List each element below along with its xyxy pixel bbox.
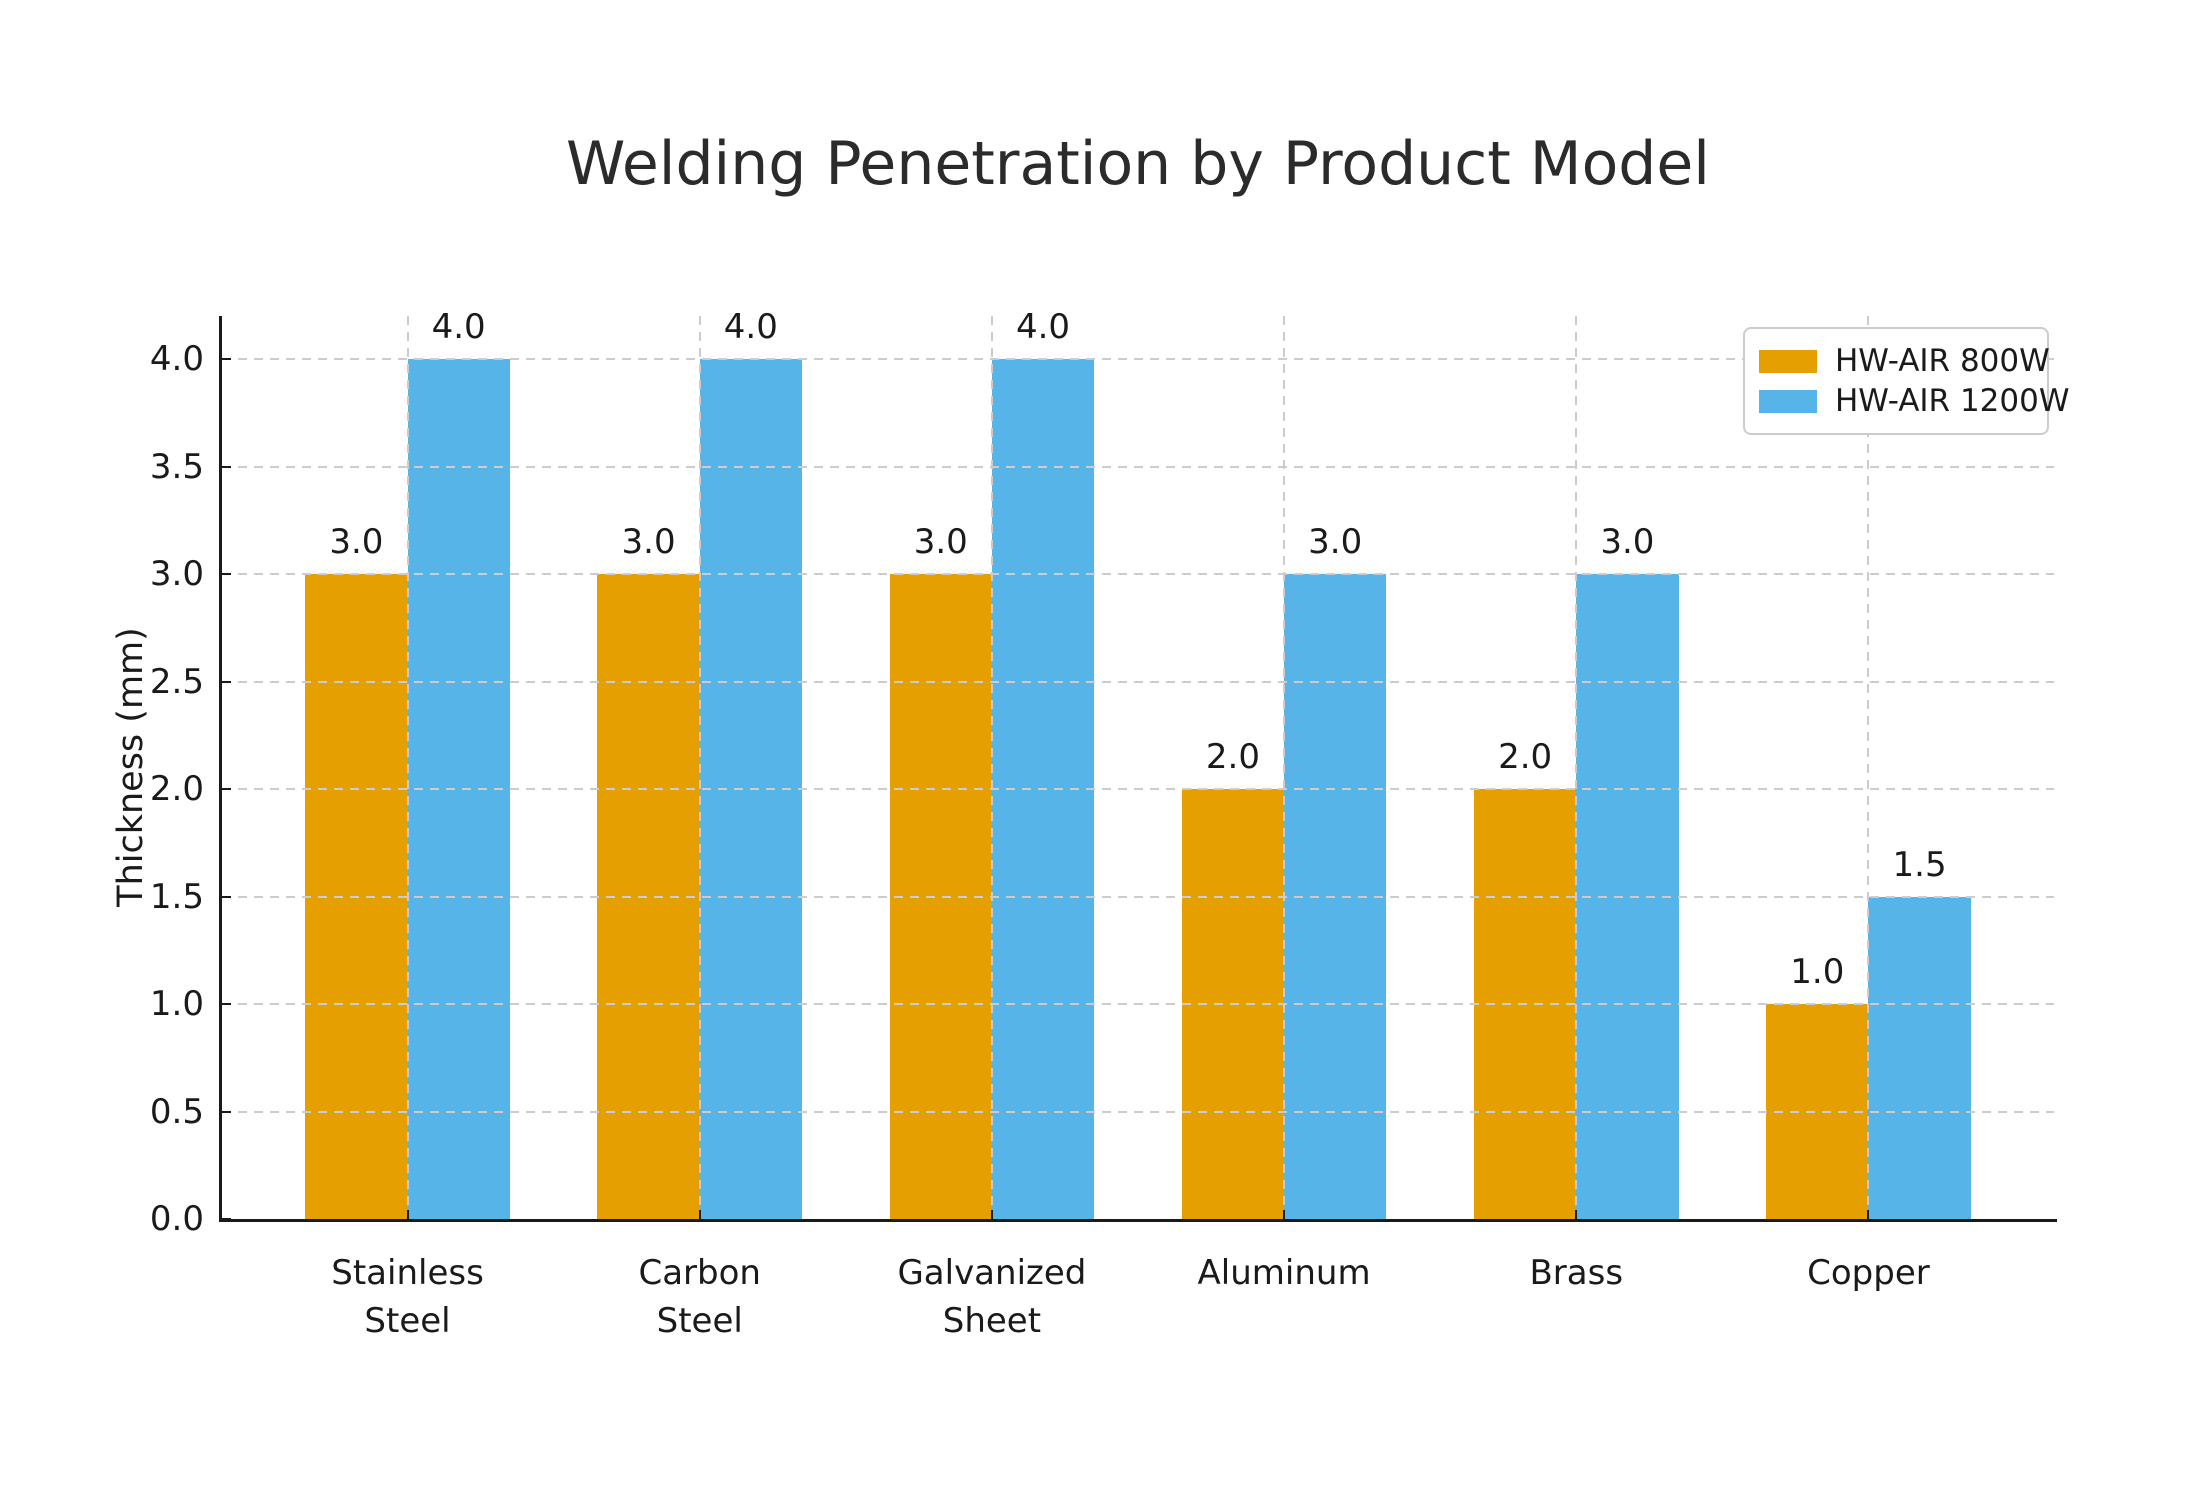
bar-value-label: 4.0 bbox=[1015, 307, 1071, 347]
x-tick-label: Brass bbox=[1529, 1253, 1624, 1293]
y-tick-mark bbox=[222, 895, 231, 898]
y-tick-mark bbox=[222, 1218, 231, 1220]
bar-value-label: 4.0 bbox=[723, 307, 778, 347]
y-gridline bbox=[222, 1003, 2054, 1005]
x-tick-label: Stainless Steel bbox=[331, 1253, 484, 1341]
bar-value-label: 1.0 bbox=[1790, 952, 1845, 992]
y-axis-spine bbox=[219, 316, 222, 1222]
x-gridline bbox=[1283, 316, 1286, 1219]
y-tick-mark bbox=[222, 358, 231, 360]
legend-swatch-series-2 bbox=[1759, 389, 1817, 413]
x-gridline bbox=[698, 316, 701, 1219]
x-gridline bbox=[990, 316, 993, 1219]
x-tick-label: Copper bbox=[1807, 1253, 1930, 1293]
y-tick-label: 4.0 bbox=[149, 339, 204, 379]
y-tick-label: 0.5 bbox=[149, 1091, 204, 1132]
y-tick-label: 3.0 bbox=[149, 554, 204, 594]
x-gridline bbox=[1867, 316, 1870, 1219]
x-axis-spine bbox=[219, 1219, 2057, 1222]
x-tick-label: Carbon Steel bbox=[638, 1253, 761, 1341]
bar-value-label: 3.0 bbox=[621, 522, 676, 562]
x-tick-label: Aluminum bbox=[1197, 1253, 1371, 1293]
legend-label-series-2: HW-AIR 1200W bbox=[1835, 383, 2070, 419]
x-tick-mark bbox=[990, 1210, 993, 1219]
y-gridline bbox=[222, 573, 2054, 575]
bar-value-label: 3.0 bbox=[1600, 522, 1655, 562]
y-gridline bbox=[222, 465, 2054, 468]
bar-value-label: 1.5 bbox=[1892, 844, 1947, 885]
bar-value-label: 2.0 bbox=[1498, 737, 1553, 777]
y-tick-mark bbox=[222, 1110, 231, 1113]
chart-title: Welding Penetration by Product Model bbox=[566, 129, 1710, 199]
y-tick-mark bbox=[222, 465, 231, 468]
y-tick-label: 2.0 bbox=[149, 769, 204, 809]
bar bbox=[1868, 896, 1971, 1219]
y-tick-label: 3.5 bbox=[149, 446, 204, 487]
legend: HW-AIR 800W HW-AIR 1200W bbox=[1743, 327, 2070, 435]
y-tick-label: 1.0 bbox=[149, 984, 204, 1024]
y-tick-mark bbox=[222, 1003, 231, 1005]
x-tick-mark bbox=[406, 1210, 409, 1219]
legend-swatch-series-1 bbox=[1759, 349, 1817, 373]
y-tick-mark bbox=[222, 680, 231, 683]
legend-label-series-1: HW-AIR 800W bbox=[1835, 343, 2050, 379]
y-gridline bbox=[222, 788, 2054, 790]
legend-item: HW-AIR 1200W bbox=[1759, 381, 2070, 421]
bar-value-label: 2.0 bbox=[1205, 737, 1260, 777]
y-tick-mark bbox=[222, 788, 231, 790]
y-gridline bbox=[222, 895, 2054, 898]
x-tick-mark bbox=[698, 1210, 701, 1219]
y-gridline bbox=[222, 358, 2054, 360]
x-tick-label: Galvanized Sheet bbox=[897, 1253, 1087, 1341]
legend-item: HW-AIR 800W bbox=[1759, 341, 2050, 381]
x-gridline bbox=[1575, 316, 1578, 1219]
y-gridline bbox=[222, 1110, 2054, 1113]
y-tick-label: 1.5 bbox=[149, 876, 204, 917]
x-gridline bbox=[406, 316, 409, 1219]
y-gridline bbox=[222, 680, 2054, 683]
y-tick-mark bbox=[222, 573, 231, 575]
bar-value-label: 4.0 bbox=[431, 307, 486, 347]
y-tick-label: 2.5 bbox=[149, 661, 204, 702]
bar-value-label: 3.0 bbox=[329, 522, 384, 562]
x-tick-mark bbox=[1283, 1210, 1286, 1219]
bar-value-label: 3.0 bbox=[913, 522, 968, 562]
bar-value-label: 3.0 bbox=[1308, 522, 1363, 562]
y-tick-label: 0.0 bbox=[149, 1199, 204, 1239]
x-tick-mark bbox=[1867, 1210, 1870, 1219]
x-tick-mark bbox=[1575, 1210, 1578, 1219]
